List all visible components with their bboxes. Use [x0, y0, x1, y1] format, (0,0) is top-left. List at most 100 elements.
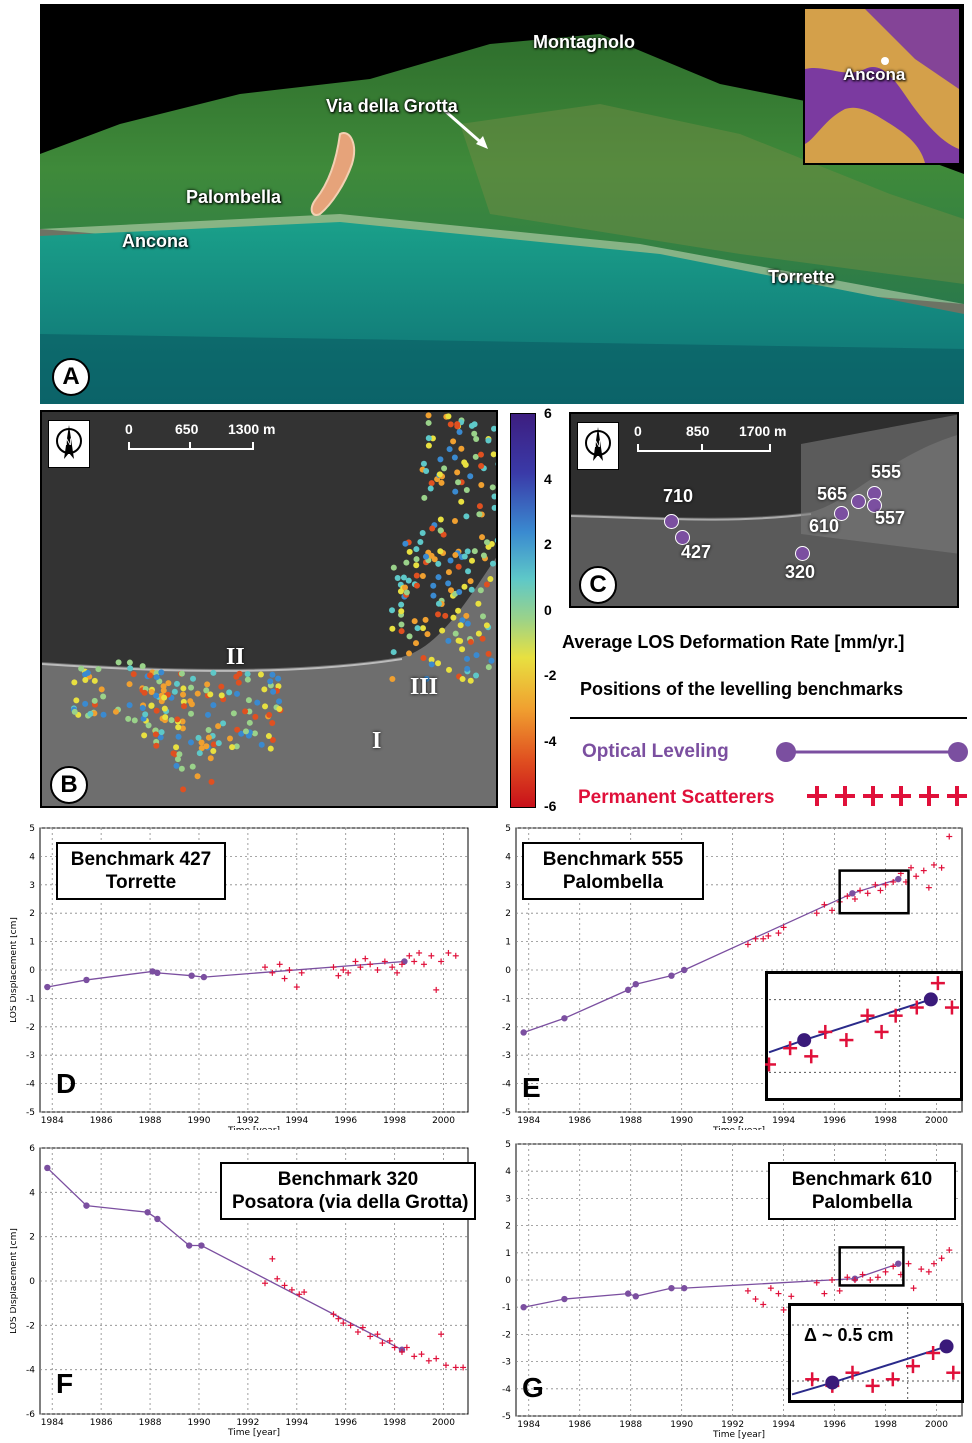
ps-dot: [401, 584, 408, 591]
chart-e-title-line1: Benchmark 555: [542, 849, 684, 870]
x-tick-label: 1998: [874, 1116, 897, 1126]
ps-dot: [485, 664, 492, 671]
ps-dot: [431, 556, 438, 563]
ps-dot: [406, 650, 413, 657]
ps-dot: [419, 572, 426, 579]
ps-dot: [459, 676, 466, 683]
y-tick-label: 0: [505, 1276, 511, 1286]
ps-dot: [126, 681, 133, 688]
ps-dot: [180, 685, 187, 692]
ps-point: [857, 887, 864, 894]
ps-dot: [180, 698, 187, 705]
ps-point: [760, 1301, 767, 1308]
x-tick-label: 1990: [188, 1418, 211, 1428]
ps-dot: [472, 453, 479, 460]
ps-dot: [478, 481, 485, 488]
scale-c-850: 850: [686, 423, 710, 439]
label-montagnolo: Montagnolo: [533, 32, 635, 52]
chart-g-title-box: Benchmark 610 Palombella: [768, 1162, 956, 1220]
ps-dot: [437, 548, 444, 555]
ps-dot: [226, 735, 233, 742]
y-tick-label: -1: [502, 1303, 511, 1313]
ps-dot: [406, 633, 413, 640]
ps-point: [821, 901, 828, 908]
ps-point: [872, 881, 879, 888]
ps-point: [788, 1293, 795, 1300]
y-tick-label: 1: [505, 1249, 511, 1259]
x-tick-label: 1990: [670, 1116, 693, 1126]
benchmark-dot-610: [834, 506, 849, 521]
legend-subtitle: Positions of the levelling benchmarks: [580, 679, 904, 699]
ps-point: [406, 952, 413, 959]
ps-dot: [398, 628, 405, 635]
italy-inset-map: Ancona: [803, 7, 961, 165]
ps-point: [908, 864, 915, 871]
ps-dot: [126, 659, 133, 666]
x-tick-label: 1996: [334, 1116, 357, 1126]
ps-point: [425, 1357, 432, 1364]
chart-g-zoom-inset: [788, 1303, 964, 1403]
optical-leveling-point: [149, 968, 156, 975]
ps-dot: [71, 679, 78, 686]
x-tick-label: 1990: [188, 1116, 211, 1126]
ps-dot: [267, 745, 274, 752]
colorbar-tick-label: -2: [544, 667, 557, 683]
x-tick-label: 1996: [823, 1116, 846, 1126]
y-tick-label: 0: [29, 1277, 35, 1287]
inset-ps-point: [885, 1372, 900, 1387]
inset-optical-point: [797, 1033, 812, 1048]
y-tick-label: 5: [505, 1140, 511, 1150]
chart-d-title-box: Benchmark 427 Torrette: [56, 842, 226, 900]
ps-dot: [196, 750, 203, 757]
ps-dot: [452, 488, 459, 495]
inset-ps-point: [845, 1365, 860, 1380]
colorbar-tick-label: -4: [544, 732, 557, 749]
ps-dot: [490, 451, 496, 458]
ps-dot: [233, 743, 240, 750]
ps-dot: [445, 580, 452, 587]
x-tick-label: 1996: [823, 1420, 846, 1430]
ps-point: [829, 907, 836, 914]
y-tick-label: -2: [502, 1023, 511, 1033]
ps-point: [775, 1290, 782, 1297]
panel-a-terrain: [40, 34, 964, 404]
y-tick-label: 5: [29, 824, 35, 834]
ps-point: [428, 952, 435, 959]
label-ancona: Ancona: [122, 231, 189, 251]
benchmark-label-320: 320: [785, 562, 816, 582]
x-axis-label: Time [year]: [227, 1428, 280, 1438]
ps-dot: [495, 493, 496, 496]
ps-dot: [479, 613, 486, 620]
ps-dot: [454, 469, 461, 476]
ps-dot: [100, 711, 107, 718]
ps-point: [877, 887, 884, 894]
ps-dot: [473, 435, 480, 442]
ps-dot: [145, 722, 152, 729]
ps-dot: [475, 630, 482, 637]
ps-point: [354, 1328, 361, 1335]
ps-dot: [215, 740, 222, 747]
y-tick-label: 4: [505, 1167, 511, 1177]
ps-dot: [429, 525, 436, 532]
ps-dot: [194, 773, 201, 780]
ps-dot: [91, 677, 98, 684]
ps-dot: [207, 755, 214, 762]
inset-optical-point: [825, 1375, 840, 1390]
panel-b-map-drawing: [42, 412, 496, 806]
ps-dot: [146, 672, 153, 679]
panel-letter-c: C: [579, 566, 617, 604]
ps-dot: [428, 480, 435, 487]
y-tick-label: 1: [505, 938, 511, 948]
ps-dot: [483, 539, 490, 546]
ps-point: [780, 924, 787, 931]
y-tick-label: 6: [29, 1144, 35, 1154]
ps-point: [925, 884, 932, 891]
ps-dot: [445, 413, 452, 420]
ps-point: [767, 1285, 774, 1292]
ps-dot: [234, 690, 241, 697]
colorbar: [510, 413, 536, 808]
y-tick-label: 3: [29, 881, 35, 891]
ps-point: [744, 941, 751, 948]
optical-leveling-point: [681, 966, 688, 974]
ps-dot: [459, 646, 466, 653]
